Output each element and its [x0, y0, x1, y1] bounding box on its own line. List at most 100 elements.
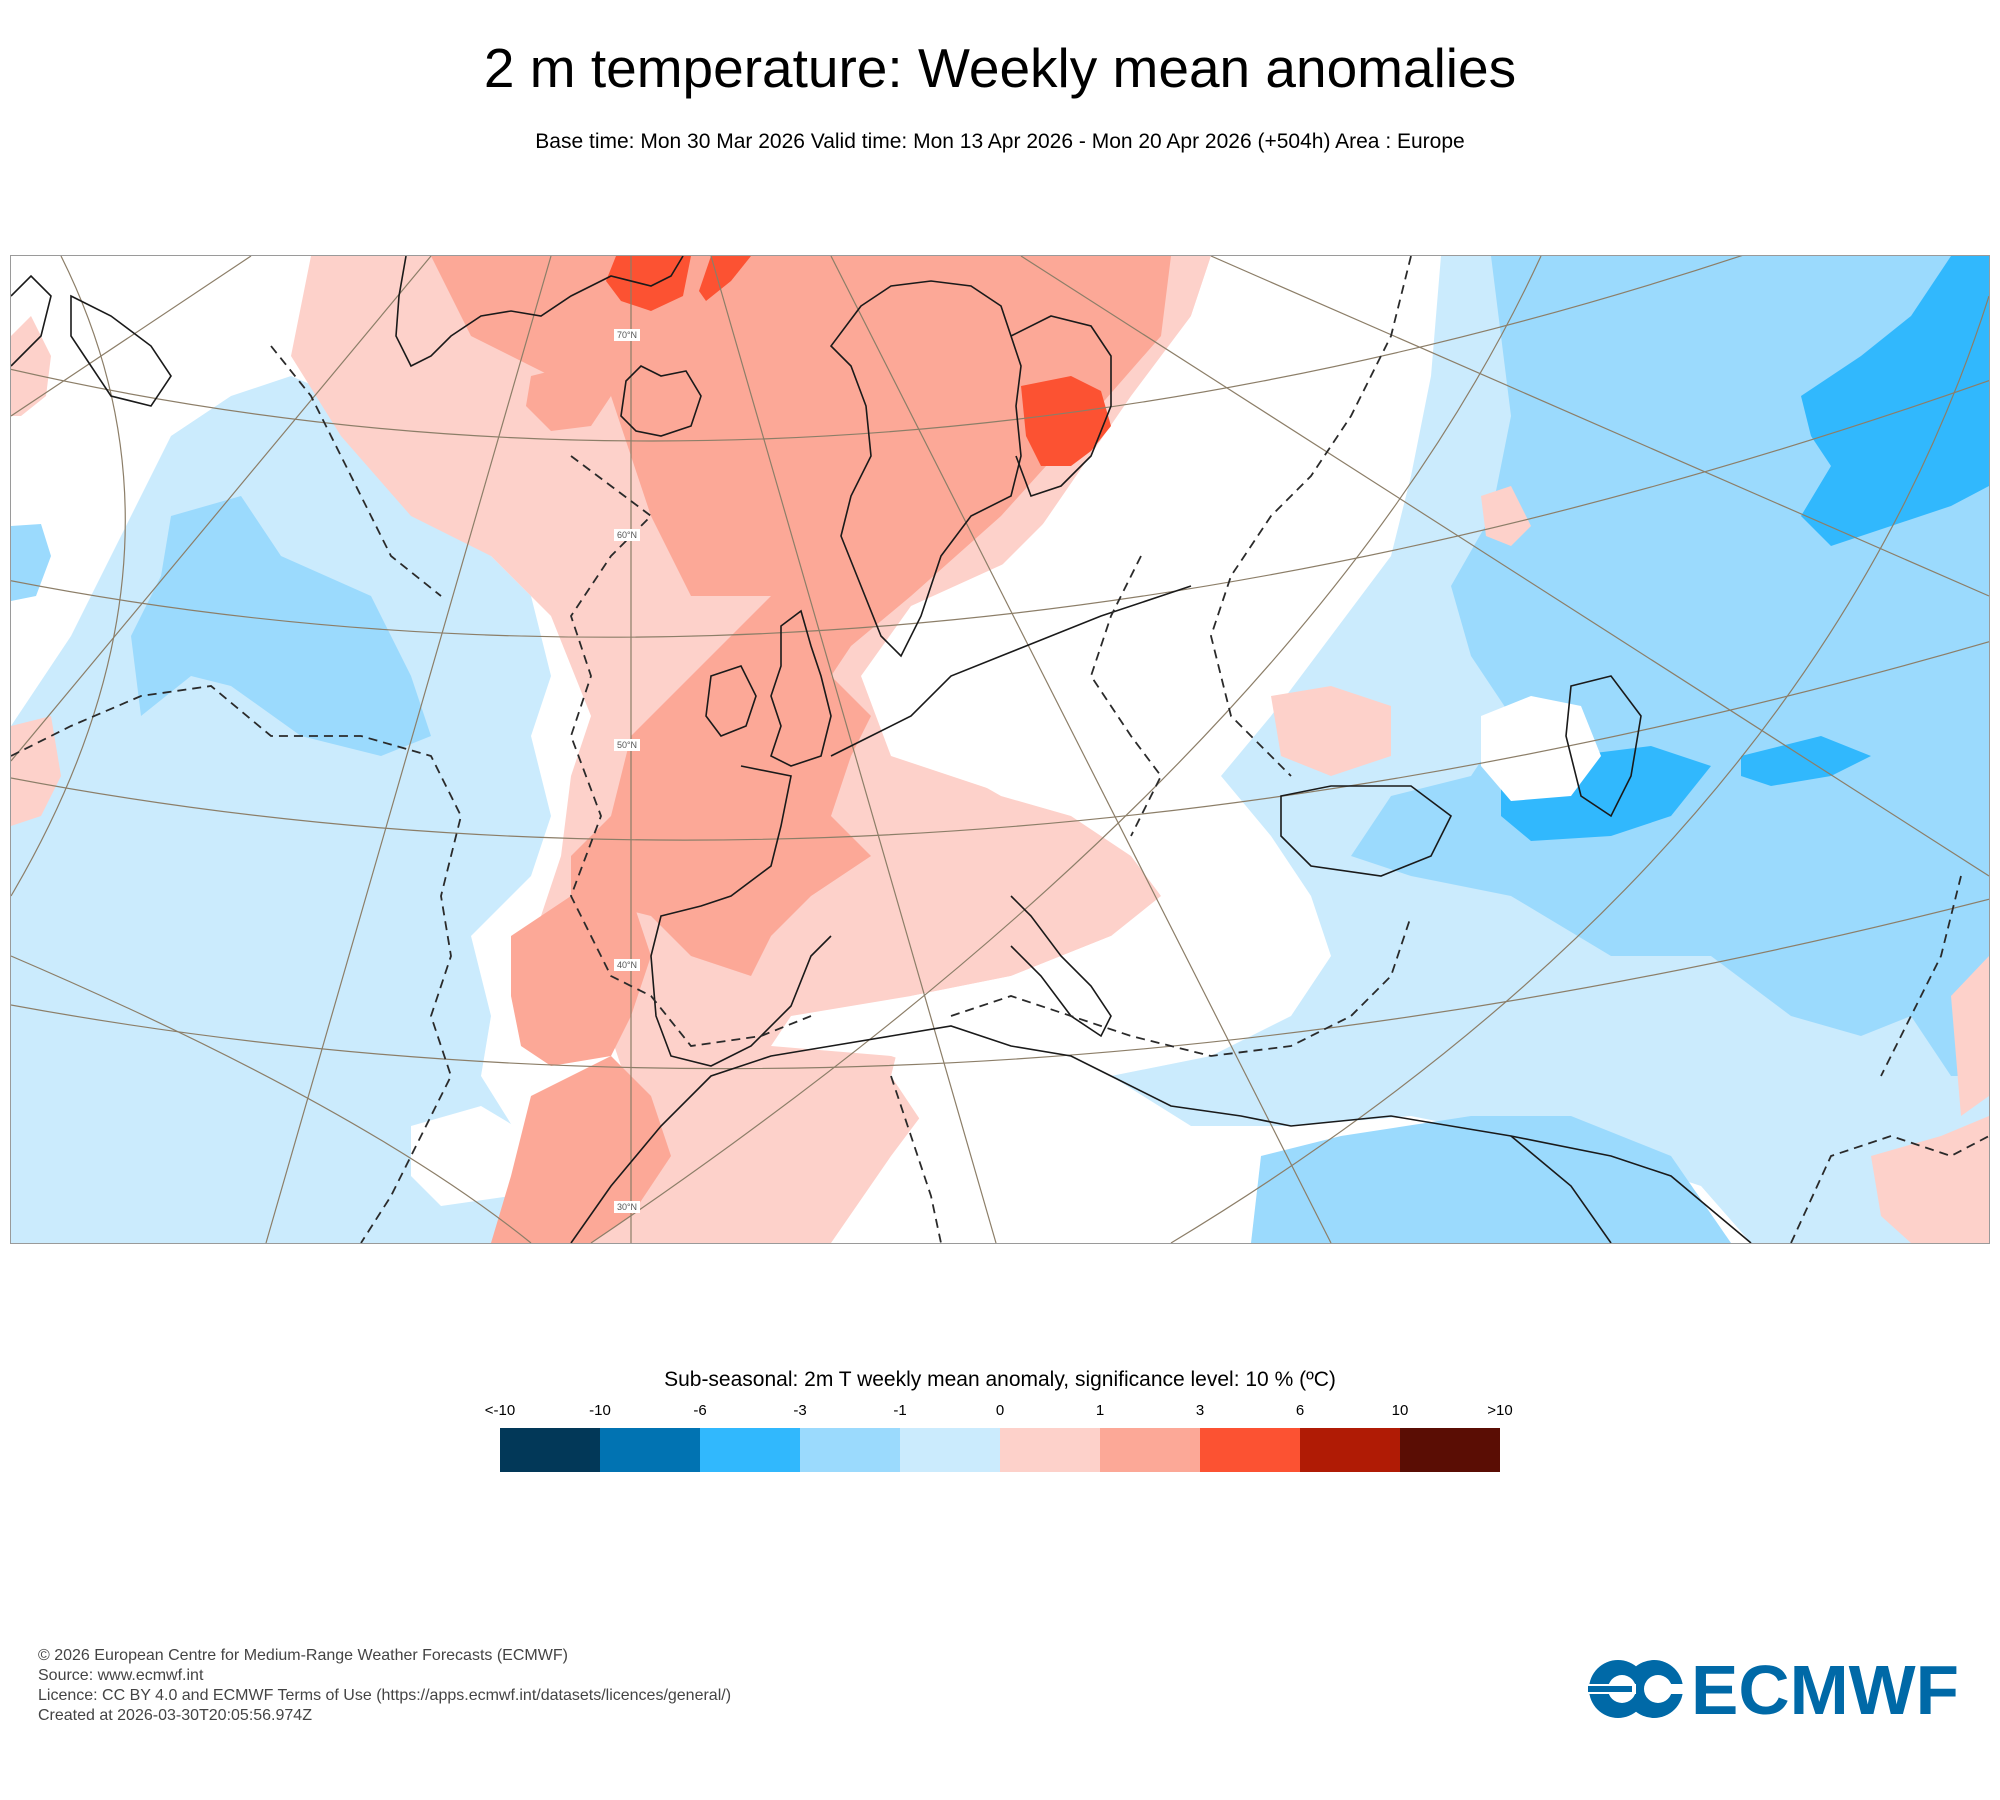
coastline-france-iberia	[650, 765, 832, 1067]
legend-tick: -1	[893, 1402, 907, 1419]
graticule-arc-west-1	[11, 256, 126, 897]
coastline-scandinavia	[829, 280, 1022, 658]
anomaly-region-finland-bright	[1021, 376, 1111, 466]
significance-contour-russia	[1210, 256, 1412, 777]
legend-swatch	[1400, 1428, 1500, 1472]
coastline-iceland	[620, 365, 702, 437]
significance-contour-atlantic-north	[270, 345, 442, 597]
coastlines	[11, 256, 1752, 1243]
graticule-parallel-30n	[11, 898, 1989, 1070]
graticule-parallel-60n	[11, 256, 1743, 442]
legend-tick: 10	[1391, 1402, 1409, 1419]
anomaly-region-siberia-deep-blue	[1801, 256, 1989, 546]
anomaly-region-east-edge-light-red	[1951, 956, 1989, 1116]
significance-contour-europe	[570, 455, 812, 1047]
lat-label-30n: 30°N	[617, 1202, 637, 1212]
anomaly-region-levant-blue	[1251, 1116, 1731, 1243]
anomaly-region-scandinavia-red	[431, 256, 1171, 976]
chart-subtitle: Base time: Mon 30 Mar 2026 Valid time: M…	[535, 130, 1465, 153]
graticule-meridian-50w	[11, 256, 252, 417]
legend-swatch	[600, 1428, 700, 1472]
graticule-meridian-40e	[1020, 256, 1989, 877]
anomaly-region-canada-light-red	[11, 316, 51, 416]
coastline-finland	[1010, 315, 1112, 498]
graticule-meridian-10e	[710, 256, 997, 1243]
anomaly-region-iran-light-red	[1871, 1116, 1989, 1243]
legend-title: Sub-seasonal: 2m T weekly mean anomaly, …	[664, 1368, 1336, 1391]
graticule-parallel-50n	[11, 379, 1989, 638]
coastline-continent	[830, 585, 1192, 757]
anomaly-region-atlantic-light-blue	[11, 376, 551, 1243]
legend-tick-labels: <-10 -10 -6 -3 -1 0 1 3 6 10 >10	[0, 1402, 2000, 1422]
legend-tick: >10	[1487, 1402, 1513, 1419]
graticule-arc-east-2	[1170, 295, 1989, 1243]
significance-contour-se-2	[1880, 875, 1962, 1077]
legend-tick: 0	[995, 1402, 1005, 1419]
legend-tick: -6	[693, 1402, 707, 1419]
legend-tick: <-10	[484, 1402, 516, 1419]
legend-tick: -3	[793, 1402, 807, 1419]
legend-swatch	[500, 1428, 600, 1472]
legend-tick: 3	[1195, 1402, 1205, 1419]
graticule-parallel-40n	[11, 641, 1989, 841]
coastline-ireland	[705, 665, 757, 737]
graticule-arc-east-1	[590, 256, 1542, 1243]
anomaly-region-aral-deep-blue	[1741, 736, 1871, 786]
legend-tick: -10	[589, 1402, 611, 1419]
ecmwf-logo-text: ECMWF	[1691, 1654, 1959, 1724]
legend-tick: 6	[1295, 1402, 1305, 1419]
coastline-red-sea	[1510, 1135, 1612, 1243]
coastline-black-sea	[1280, 785, 1453, 877]
footer-credits: © 2026 European Centre for Medium-Range …	[38, 1646, 731, 1726]
graticule-meridian-30w	[11, 256, 432, 762]
chart-title: 2 m temperature: Weekly mean anomalies	[483, 37, 1517, 99]
anomaly-region-west-blue	[11, 524, 51, 601]
anomaly-region-morocco-red	[491, 1056, 671, 1243]
lat-label-60n: 60°N	[617, 530, 637, 540]
map-svg: 70°N 60°N 50°N 40°N 30°N	[11, 256, 1989, 1243]
legend-swatch	[1300, 1428, 1400, 1472]
latitude-labels: 70°N 60°N 50°N 40°N 30°N	[614, 329, 640, 1213]
significance-contour-east	[1090, 555, 1163, 837]
graticule	[11, 256, 1989, 1243]
legend-swatch	[1100, 1428, 1200, 1472]
footer-created: Created at 2026-03-30T20:05:56.974Z	[38, 1707, 312, 1724]
significance-contour-africa	[890, 1075, 942, 1243]
coastline-labrador	[11, 274, 52, 367]
lat-label-bg-30	[614, 1201, 640, 1213]
legend-swatch	[1200, 1428, 1300, 1472]
lat-label-70n: 70°N	[617, 330, 637, 340]
anomaly-region-ukraine-light-red	[1271, 686, 1391, 776]
significance-contours	[11, 256, 1989, 1243]
legend-colorbar	[500, 1428, 1500, 1472]
significance-contour-se	[1790, 1135, 1989, 1243]
footer-licence: Licence: CC BY 4.0 and ECMWF Terms of Us…	[38, 1687, 732, 1704]
anomaly-region-atlantic-white	[411, 1106, 531, 1206]
coastline-caspian	[1565, 675, 1642, 818]
lat-label-bg-70	[614, 329, 640, 341]
anomaly-region-atlantic-blue	[131, 496, 431, 756]
footer-copyright: © 2026 European Centre for Medium-Range …	[38, 1647, 568, 1664]
ecmwf-logo: ECMWF	[1588, 1651, 1963, 1729]
legend-swatch	[900, 1428, 1000, 1472]
graticule-meridian-60e	[1210, 256, 1989, 597]
coastline-canada	[70, 294, 172, 407]
graticule-meridian-20e	[830, 256, 1332, 1243]
anomaly-region-svalbard-bright	[606, 256, 691, 311]
lat-label-bg-50	[614, 739, 640, 751]
lat-label-bg-60	[614, 529, 640, 541]
legend-swatch	[800, 1428, 900, 1472]
lat-label-50n: 50°N	[617, 740, 637, 750]
anomaly-region-iceland-red	[526, 366, 611, 431]
coastline-britain	[770, 609, 832, 767]
ecmwf-logo-mark-icon	[1588, 1660, 1686, 1718]
coastline-greenland	[395, 256, 684, 368]
coastline-italy	[1010, 895, 1112, 1038]
footer-source: Source: www.ecmwf.int	[38, 1667, 204, 1684]
significance-contour-med	[950, 915, 1412, 1057]
anomaly-region-east-europe-white	[891, 256, 1751, 1243]
anomaly-region-iberia-red	[511, 896, 651, 1066]
anomaly-region-black-sea-white	[1481, 696, 1601, 801]
legend-swatch	[1000, 1428, 1100, 1472]
anomaly-map: 70°N 60°N 50°N 40°N 30°N	[10, 255, 1990, 1244]
